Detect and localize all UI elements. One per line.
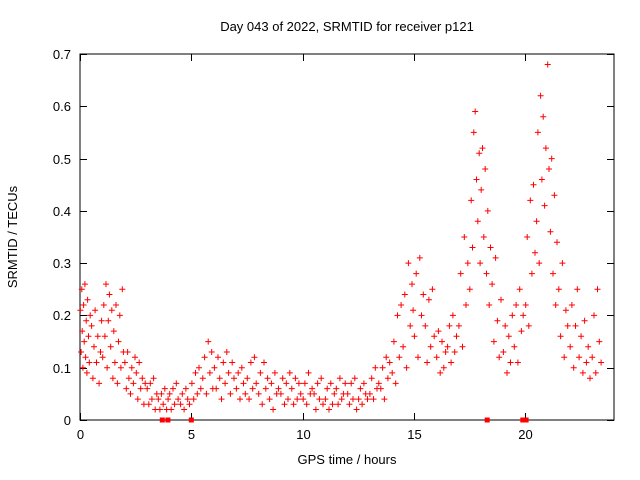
y-tick-label: 0 bbox=[64, 413, 71, 428]
x-tick-label: 10 bbox=[296, 427, 310, 442]
x-tick-label: 5 bbox=[188, 427, 195, 442]
y-axis-label: SRMTID / TECUs bbox=[5, 185, 20, 288]
y-tick-label: 0.3 bbox=[53, 256, 71, 271]
x-tick-label: 0 bbox=[77, 427, 84, 442]
x-axis-label: GPS time / hours bbox=[298, 452, 397, 467]
y-tick-label: 0.4 bbox=[53, 204, 71, 219]
y-tick-label: 0.2 bbox=[53, 308, 71, 323]
y-tick-label: 0.6 bbox=[53, 99, 71, 114]
plot-border bbox=[79, 53, 615, 421]
x-tick-label: 20 bbox=[518, 427, 532, 442]
y-tick-label: 0.1 bbox=[53, 361, 71, 376]
y-tick-label: 0.7 bbox=[53, 47, 71, 62]
axis-ticks bbox=[80, 54, 614, 421]
plot-area: 0 5 10 15 20 0 0.1 0.2 0.3 0.4 0.5 0.6 0.7 bbox=[53, 47, 615, 442]
srmtid-points bbox=[77, 61, 605, 413]
y-tick-label: 0.5 bbox=[53, 152, 71, 167]
x-tick-label: 15 bbox=[407, 427, 421, 442]
chart-title: Day 043 of 2022, SRMTID for receiver p12… bbox=[220, 19, 474, 34]
